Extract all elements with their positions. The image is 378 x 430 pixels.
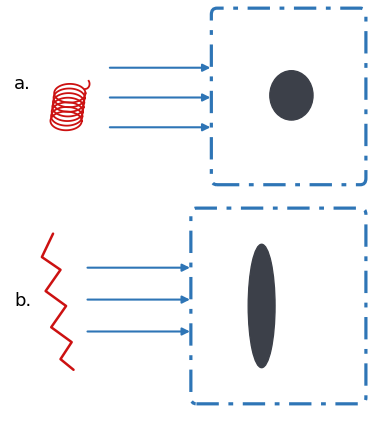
Circle shape — [270, 71, 313, 121]
Text: a.: a. — [14, 74, 31, 92]
Ellipse shape — [248, 245, 275, 368]
Text: b.: b. — [14, 291, 31, 309]
